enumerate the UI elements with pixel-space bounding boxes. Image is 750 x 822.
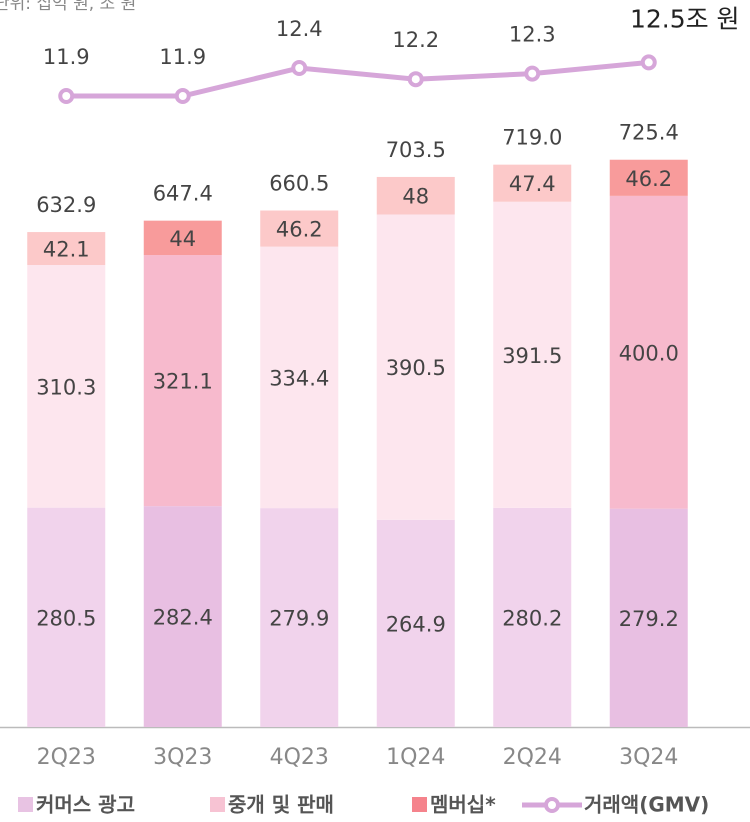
gmv-label: 12.3 <box>509 23 556 47</box>
bar-segment <box>376 176 455 215</box>
x-tick-label: 2Q23 <box>37 745 96 770</box>
bar-segment <box>609 508 688 727</box>
total-label: 703.5 <box>386 138 446 162</box>
bar-segment <box>493 507 572 727</box>
gmv-label: 11.9 <box>43 45 90 69</box>
legend-label: 멤버십* <box>430 793 496 817</box>
legend-swatch <box>210 797 225 812</box>
legend-label: 중개 및 판매 <box>228 793 334 817</box>
segment-label: 46.2 <box>276 218 323 242</box>
segment-label: 279.2 <box>619 607 679 631</box>
total-label: 647.4 <box>153 182 213 206</box>
total-label: 632.9 <box>36 193 96 217</box>
segment-label: 42.1 <box>43 238 90 262</box>
bar-segment <box>376 519 455 727</box>
x-tick-label: 3Q23 <box>153 745 212 770</box>
bar-segment <box>143 220 222 256</box>
total-label: 725.4 <box>619 121 679 145</box>
x-tick-label: 2Q24 <box>503 745 562 770</box>
bar-segment <box>493 164 572 202</box>
bar-segment <box>260 246 339 509</box>
bar-segment <box>609 195 688 509</box>
bar-segment <box>27 507 106 727</box>
gmv-point <box>407 71 424 88</box>
bar-segment <box>27 232 106 265</box>
segment-label: 280.5 <box>36 606 96 630</box>
segment-label: 310.3 <box>36 375 96 399</box>
segment-label: 264.9 <box>386 612 446 636</box>
gmv-line <box>66 59 649 99</box>
bar-segment <box>260 210 339 247</box>
legend-label: 거래액(GMV) <box>584 793 709 817</box>
segment-label: 279.9 <box>269 607 329 631</box>
gmv-point <box>524 65 541 82</box>
segment-label: 48 <box>402 185 429 209</box>
segment-label: 282.4 <box>153 606 213 630</box>
total-label: 660.5 <box>269 171 329 195</box>
bar-segment <box>143 506 222 727</box>
gmv-label: 12.4 <box>276 17 323 41</box>
segment-label: 400.0 <box>619 341 679 365</box>
segment-label: 390.5 <box>386 356 446 380</box>
gmv-label: 12.5조 원 <box>630 4 740 33</box>
gmv-point <box>640 54 657 71</box>
segment-label: 321.1 <box>153 370 213 394</box>
bar-segment <box>376 214 455 520</box>
unit-note: 단위: 십억 원, 조 원 <box>0 0 136 14</box>
gmv-label: 12.2 <box>392 28 439 52</box>
gmv-point <box>174 88 191 104</box>
segment-label: 47.4 <box>509 172 556 196</box>
segment-label: 44 <box>169 227 196 251</box>
legend-swatch <box>18 797 33 812</box>
x-tick-label: 4Q23 <box>270 745 329 770</box>
legend-label: 커머스 광고 <box>36 793 135 817</box>
x-tick-label: 3Q24 <box>619 745 678 770</box>
gmv-point <box>291 60 308 76</box>
legend-swatch <box>412 797 427 812</box>
x-tick-label: 1Q24 <box>386 745 445 770</box>
bar-segment <box>143 255 222 507</box>
gmv-label: 11.9 <box>159 45 206 69</box>
bar-segment <box>27 264 106 508</box>
bar-segment <box>493 201 572 508</box>
bar-segment <box>260 508 339 727</box>
segment-label: 334.4 <box>269 366 329 390</box>
segment-label: 280.2 <box>502 606 562 630</box>
segment-label: 46.2 <box>625 167 672 191</box>
gmv-point <box>58 88 75 104</box>
total-label: 719.0 <box>502 126 562 150</box>
bar-segment <box>609 159 688 196</box>
legend-point <box>544 797 560 813</box>
segment-label: 391.5 <box>502 344 562 368</box>
